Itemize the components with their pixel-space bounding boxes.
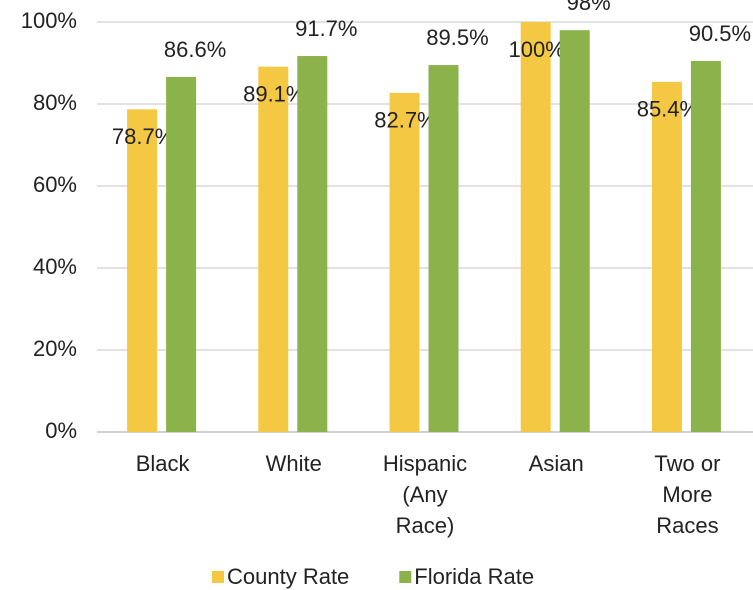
y-tick-label: 20%	[33, 336, 77, 361]
bar	[559, 30, 590, 432]
legend-label: Florida Rate	[414, 564, 534, 589]
data-label: 90.5%	[689, 21, 751, 46]
data-label: 100%	[509, 37, 565, 62]
bar	[520, 22, 551, 432]
y-tick-label: 100%	[21, 8, 77, 33]
x-tick-label: Races	[656, 513, 718, 538]
x-tick-label: Black	[136, 451, 191, 476]
bar	[258, 66, 289, 432]
x-tick-label: Two or	[654, 451, 720, 476]
data-label: 98%	[567, 0, 611, 15]
data-label: 86.6%	[164, 37, 226, 62]
data-label: 89.1%	[243, 82, 305, 107]
bar	[297, 56, 328, 432]
y-tick-label: 0%	[45, 418, 77, 443]
legend-swatch	[212, 571, 224, 583]
legend-label: County Rate	[227, 564, 349, 589]
data-label: 82.7%	[374, 108, 436, 133]
bar	[690, 60, 721, 432]
x-tick-label: Hispanic	[383, 451, 467, 476]
x-tick-label: White	[266, 451, 322, 476]
data-label: 89.5%	[426, 25, 488, 50]
bar	[166, 76, 197, 432]
y-tick-label: 40%	[33, 254, 77, 279]
bar	[651, 81, 682, 433]
bar	[389, 92, 420, 433]
data-label: 91.7%	[295, 16, 357, 41]
y-tick-label: 60%	[33, 172, 77, 197]
x-tick-label: More	[662, 482, 712, 507]
data-label: 78.7%	[112, 124, 174, 149]
x-tick-label: (Any	[402, 482, 447, 507]
y-tick-label: 80%	[33, 90, 77, 115]
x-tick-label: Asian	[529, 451, 584, 476]
bar	[127, 109, 158, 432]
data-label: 85.4%	[637, 97, 699, 122]
bar	[428, 65, 459, 433]
x-tick-label: Race)	[396, 513, 455, 538]
legend-swatch	[399, 571, 412, 583]
